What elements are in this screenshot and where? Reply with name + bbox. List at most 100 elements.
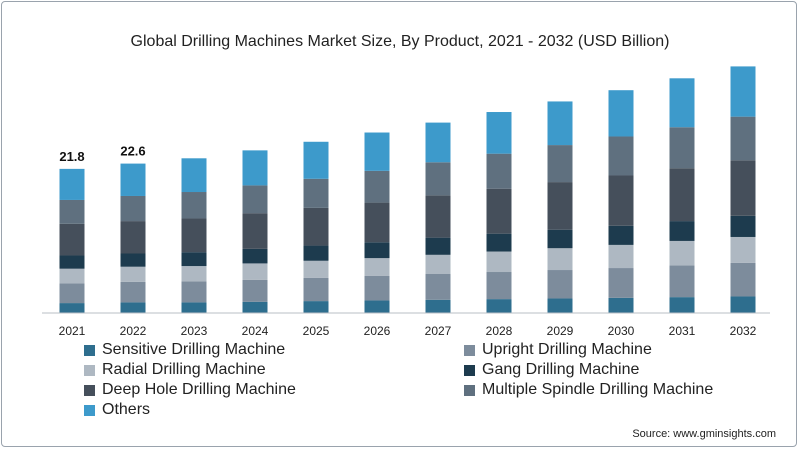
bar-2027-upright-drilling-machine [425, 273, 451, 300]
legend-swatch [84, 364, 95, 376]
legend-label: Multiple Spindle Drilling Machine [482, 381, 714, 398]
legend-swatch [464, 364, 475, 376]
bar-2029-others [547, 101, 573, 146]
bar-2023-upright-drilling-machine [181, 281, 207, 303]
bar-2028-gang-drilling-machine [486, 233, 512, 252]
bar-2028-radial-drilling-machine [486, 251, 512, 273]
bar-2024-upright-drilling-machine [242, 279, 268, 302]
bar-2022-radial-drilling-machine [120, 266, 146, 282]
bar-2021-gang-drilling-machine [59, 255, 85, 269]
x-tick-label-2023: 2023 [181, 324, 208, 338]
bar-2022-sensitive-drilling-machine [120, 302, 146, 313]
bar-2023-radial-drilling-machine [181, 266, 207, 282]
bar-2025-others [303, 141, 329, 179]
bar-2025-sensitive-drilling-machine [303, 301, 329, 313]
x-tick-label-2032: 2032 [730, 324, 757, 338]
bar-2021-sensitive-drilling-machine [59, 303, 85, 313]
bar-2022-multiple-spindle-drilling-machine [120, 195, 146, 222]
data-label-2021: 21.8 [59, 149, 84, 164]
bar-2023-multiple-spindle-drilling-machine [181, 192, 207, 219]
x-tick-label-2021: 2021 [59, 324, 86, 338]
bar-2025-deep-hole-drilling-machine [303, 207, 329, 246]
bar-2032-sensitive-drilling-machine [730, 296, 756, 313]
bar-2030-others [608, 90, 634, 137]
bar-2028-upright-drilling-machine [486, 272, 512, 300]
bar-2028-others [486, 112, 512, 154]
bar-2026-deep-hole-drilling-machine [364, 202, 390, 243]
bar-2024-radial-drilling-machine [242, 263, 268, 280]
legend-label: Sensitive Drilling Machine [102, 341, 286, 358]
legend-item-deep-hole-drilling-machine: Deep Hole Drilling Machine [84, 381, 296, 399]
bar-2031-others [669, 78, 695, 128]
bar-2024-sensitive-drilling-machine [242, 301, 268, 313]
legend-swatch [464, 384, 475, 396]
bar-2026-upright-drilling-machine [364, 275, 390, 301]
bar-2024-gang-drilling-machine [242, 248, 268, 264]
bar-2027-others [425, 122, 451, 163]
bar-2030-upright-drilling-machine [608, 268, 634, 298]
bar-2025-upright-drilling-machine [303, 277, 329, 302]
x-tick-label-2029: 2029 [547, 324, 574, 338]
bar-2027-sensitive-drilling-machine [425, 299, 451, 313]
bar-2021-multiple-spindle-drilling-machine [59, 199, 85, 224]
bar-2031-sensitive-drilling-machine [669, 297, 695, 313]
bar-2028-deep-hole-drilling-machine [486, 188, 512, 234]
bar-2027-multiple-spindle-drilling-machine [425, 162, 451, 196]
bar-2030-multiple-spindle-drilling-machine [608, 136, 634, 176]
bar-2025-radial-drilling-machine [303, 260, 329, 278]
bar-2026-gang-drilling-machine [364, 242, 390, 259]
bar-2031-upright-drilling-machine [669, 265, 695, 298]
bar-2024-multiple-spindle-drilling-machine [242, 185, 268, 214]
x-tick-label-2022: 2022 [120, 324, 147, 338]
bar-2026-radial-drilling-machine [364, 258, 390, 276]
bar-2029-multiple-spindle-drilling-machine [547, 145, 573, 183]
bar-2025-multiple-spindle-drilling-machine [303, 178, 329, 208]
bar-2025-gang-drilling-machine [303, 245, 329, 261]
legend-label: Radial Drilling Machine [102, 361, 266, 378]
bar-2031-multiple-spindle-drilling-machine [669, 127, 695, 169]
bar-2030-sensitive-drilling-machine [608, 297, 634, 313]
bar-2022-deep-hole-drilling-machine [120, 221, 146, 254]
bar-chart: 2021 2022 2023 2024 2025 2026 2027 2028 2029 2030… [42, 66, 770, 338]
x-tick-label-2024: 2024 [242, 324, 269, 338]
legend-item-others: Others [84, 401, 150, 419]
bar-2027-deep-hole-drilling-machine [425, 195, 451, 238]
bar-2032-gang-drilling-machine [730, 215, 756, 237]
bar-2029-gang-drilling-machine [547, 229, 573, 249]
x-tick-label-2025: 2025 [303, 324, 330, 338]
bar-2026-multiple-spindle-drilling-machine [364, 170, 390, 203]
legend-item-multiple-spindle-drilling-machine: Multiple Spindle Drilling Machine [464, 381, 713, 399]
bar-2032-multiple-spindle-drilling-machine [730, 116, 756, 161]
legend-label: Upright Drilling Machine [482, 341, 652, 358]
legend-swatch [84, 384, 95, 396]
bar-2023-others [181, 158, 207, 193]
bar-2030-radial-drilling-machine [608, 244, 634, 269]
bar-2022-gang-drilling-machine [120, 253, 146, 267]
bar-2031-radial-drilling-machine [669, 240, 695, 266]
x-tick-label-2028: 2028 [486, 324, 513, 338]
bar-2021-deep-hole-drilling-machine [59, 223, 85, 256]
bar-2032-radial-drilling-machine [730, 236, 756, 263]
bar-2024-deep-hole-drilling-machine [242, 213, 268, 249]
bar-2029-deep-hole-drilling-machine [547, 182, 573, 230]
bar-2027-radial-drilling-machine [425, 254, 451, 274]
bar-2032-upright-drilling-machine [730, 262, 756, 297]
bar-2030-deep-hole-drilling-machine [608, 175, 634, 226]
legend-item-sensitive-drilling-machine: Sensitive Drilling Machine [84, 341, 285, 359]
x-tick-label-2030: 2030 [608, 324, 635, 338]
bar-2022-upright-drilling-machine [120, 281, 146, 303]
bar-2026-others [364, 132, 390, 171]
bar-2026-sensitive-drilling-machine [364, 300, 390, 313]
source-note: Source: www.gminsights.com [632, 428, 776, 440]
legend-swatch [84, 404, 95, 416]
x-tick-label-2027: 2027 [425, 324, 452, 338]
legend-item-radial-drilling-machine: Radial Drilling Machine [84, 361, 266, 379]
bar-2029-sensitive-drilling-machine [547, 298, 573, 313]
bar-2028-multiple-spindle-drilling-machine [486, 153, 512, 189]
bar-2032-deep-hole-drilling-machine [730, 160, 756, 216]
bar-2021-upright-drilling-machine [59, 283, 85, 304]
bar-2027-gang-drilling-machine [425, 237, 451, 255]
legend-swatch [84, 344, 95, 356]
bar-2023-gang-drilling-machine [181, 252, 207, 267]
data-label-2022: 22.6 [120, 144, 145, 159]
